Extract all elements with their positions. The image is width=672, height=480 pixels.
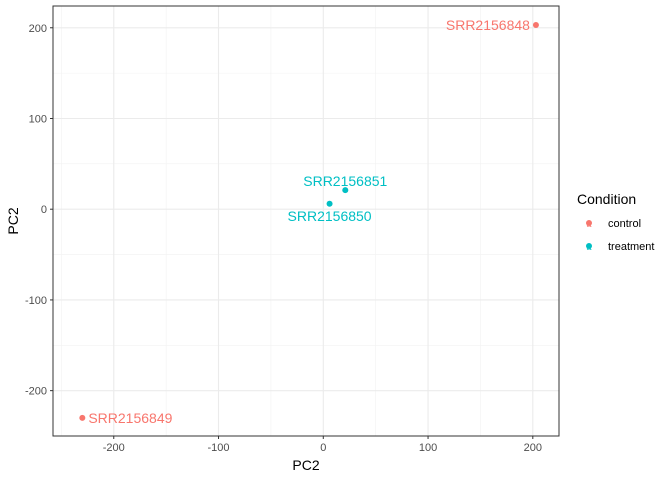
legend-label: treatment	[608, 241, 654, 253]
point-label: SRR2156851	[303, 173, 387, 189]
legend-key	[586, 243, 592, 249]
legend-label: control	[608, 218, 641, 230]
data-point	[326, 200, 333, 207]
data-point	[342, 187, 349, 194]
point-label: SRR2156850	[288, 208, 372, 224]
legend-key	[586, 220, 592, 226]
data-point	[79, 414, 86, 421]
y-tick-label: -100	[25, 295, 47, 307]
legend-key-glyph: a	[586, 219, 591, 229]
y-tick-label: 0	[41, 204, 47, 216]
point-label: SRR2156849	[88, 410, 172, 426]
y-tick-label: 200	[29, 23, 47, 35]
y-tick-label: 100	[29, 113, 47, 125]
y-axis-ticks: -200 -100 0 100 200	[25, 23, 53, 398]
data-points	[79, 22, 539, 421]
x-axis-label: PC2	[292, 457, 319, 473]
data-point	[532, 22, 539, 29]
x-tick-label: -200	[103, 442, 125, 454]
x-tick-label: 200	[524, 442, 542, 454]
panel-background	[53, 6, 559, 436]
x-axis-ticks: -200 -100 0 100 200	[103, 436, 542, 454]
legend: a control a treatment	[586, 218, 654, 253]
legend-key-glyph: a	[586, 242, 591, 252]
y-tick-label: -200	[25, 386, 47, 398]
grid-major	[53, 6, 559, 436]
x-tick-label: -100	[208, 442, 230, 454]
x-tick-label: 0	[320, 442, 326, 454]
point-label: SRR2156848	[446, 17, 530, 33]
y-axis-label: PC2	[5, 207, 21, 234]
point-labels: SRR2156848 SRR2156849 SRR2156850 SRR2156851	[88, 17, 530, 426]
legend-title: Condition	[577, 191, 636, 207]
panel-border	[52, 5, 560, 437]
x-tick-label: 100	[419, 442, 437, 454]
